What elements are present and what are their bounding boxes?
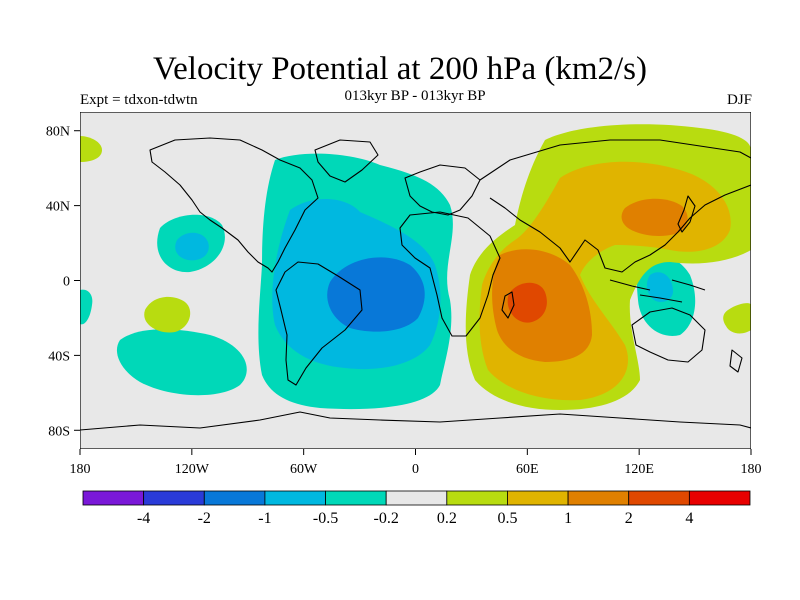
map-title: Velocity Potential at 200 hPa (km2/s) [152,51,648,87]
coastline-japan [677,195,696,233]
cyan-region-indonesia [646,272,674,302]
colorbar-swatch [507,490,569,506]
cyan-light-region-west-edge [80,289,93,325]
colorbar-label: -0.5 [313,510,338,527]
map-plot-area [80,112,751,449]
lat-tick-label: 0 [63,275,70,290]
lon-tick-label: 180 [70,462,91,477]
longitude-axis: 180 120W 60W 0 60E 120E 180 [70,449,762,477]
blue-region-south-atlantic [327,257,425,332]
coastline-antarctica [80,411,751,431]
colorbar-label: 0.2 [437,510,457,527]
lon-tick-label: 60E [516,462,539,477]
colorbar-swatch [567,490,630,506]
coastline-madagascar [501,291,515,319]
colorbar-label: -0.2 [374,510,399,527]
colorbar-label: 1 [564,510,572,527]
colorbar-swatch [203,490,266,506]
colorbar-swatch [264,490,326,506]
lon-tick-label: 120E [624,462,654,477]
colorbar: -4 -2 -1 -0.5 -0.2 0.2 0.5 1 2 4 [82,490,751,527]
coastline-south-america [275,261,363,386]
colorbar-swatch [82,490,145,506]
red-orange-region-madagascar [507,282,547,323]
lon-tick-label: 120W [175,462,210,477]
yellow-green-region-northwest-corner [80,136,102,162]
experiment-label: Expt = tdxon-tdwtn [80,92,198,108]
cyan-region-north-pacific [175,232,209,261]
colorbar-swatch [325,490,387,506]
season-label: DJF [726,92,752,108]
colorbar-label: -2 [198,510,211,527]
colorbar-swatch [446,490,508,506]
orange-region-east-asia [621,198,688,236]
coastline-indonesia [609,279,706,303]
coastline-new-zealand [729,349,743,373]
colorbar-swatch [628,490,690,506]
lat-tick-label: 40N [46,200,70,215]
coastline-europe [404,164,481,216]
colorbar-swatch [143,490,205,506]
coastline-australia [631,307,706,363]
cyan-light-region-south-pacific [116,329,247,396]
yellow-green-region-south-pacific [144,296,191,333]
colorbar-swatch [688,490,751,506]
colorbar-label: 4 [685,510,693,527]
yellow-green-region-southwest-pacific [723,303,751,334]
colorbar-label: -4 [137,510,150,527]
lat-tick-label: 80S [48,424,70,439]
lat-tick-label: 80N [46,125,70,140]
colorbar-label: 2 [625,510,633,527]
lon-tick-label: 60W [290,462,318,477]
coastline-north-america [149,137,319,273]
coastline-greenland [314,139,379,183]
lat-tick-label: 40S [48,349,70,364]
colorbar-label: 0.5 [497,510,517,527]
colorbar-swatch [385,490,448,506]
colorbar-label: -1 [258,510,271,527]
period-label: 013kyr BP - 013kyr BP [344,88,486,104]
lon-tick-label: 180 [741,462,762,477]
coastlines [80,137,751,431]
coastline-africa [399,211,501,337]
latitude-axis: 80N 40N 0 40S 80S [46,125,80,439]
lon-tick-label: 0 [412,462,419,477]
